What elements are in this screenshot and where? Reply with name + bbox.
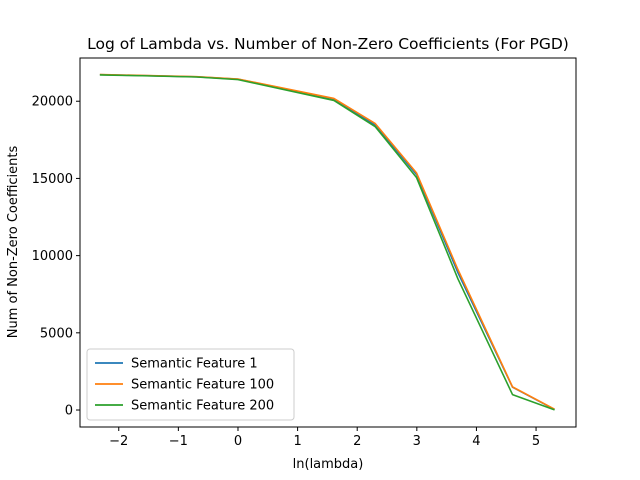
legend-box <box>86 348 295 421</box>
legend-entry-label: Semantic Feature 1 <box>131 357 258 372</box>
x-ticks: −2 −1 0 1 2 3 4 5 <box>109 427 540 449</box>
legend: Semantic Feature 1 Semantic Feature 100 Se… <box>86 348 295 421</box>
y-tick-label: 0 <box>65 404 73 419</box>
legend-entry-label: Semantic Feature 200 <box>131 399 274 414</box>
x-tick-label: −1 <box>169 434 188 449</box>
y-tick-label: 10000 <box>32 249 73 264</box>
chart-title: Log of Lambda vs. Number of Non-Zero Coe… <box>87 35 569 53</box>
series-line-3 <box>99 74 555 411</box>
y-tick-label: 5000 <box>40 326 73 341</box>
x-axis-label: ln(lambda) <box>293 457 364 472</box>
x-tick-label: 3 <box>413 434 421 449</box>
legend-entry-label: Semantic Feature 100 <box>131 378 274 393</box>
x-tick-label: 1 <box>293 434 301 449</box>
plot-frame <box>79 57 577 428</box>
y-axis-label: Num of Non-Zero Coefficients <box>6 146 21 339</box>
x-tick-label: 4 <box>472 434 480 449</box>
series-layer <box>99 73 555 411</box>
x-tick-label: 2 <box>353 434 361 449</box>
y-ticks: 0 5000 10000 15000 20000 <box>32 95 80 419</box>
x-tick-label: 5 <box>532 434 540 449</box>
y-tick-label: 20000 <box>32 95 73 110</box>
x-tick-label: −2 <box>109 434 128 449</box>
x-tick-label: 0 <box>234 434 242 449</box>
y-tick-label: 15000 <box>32 172 73 187</box>
